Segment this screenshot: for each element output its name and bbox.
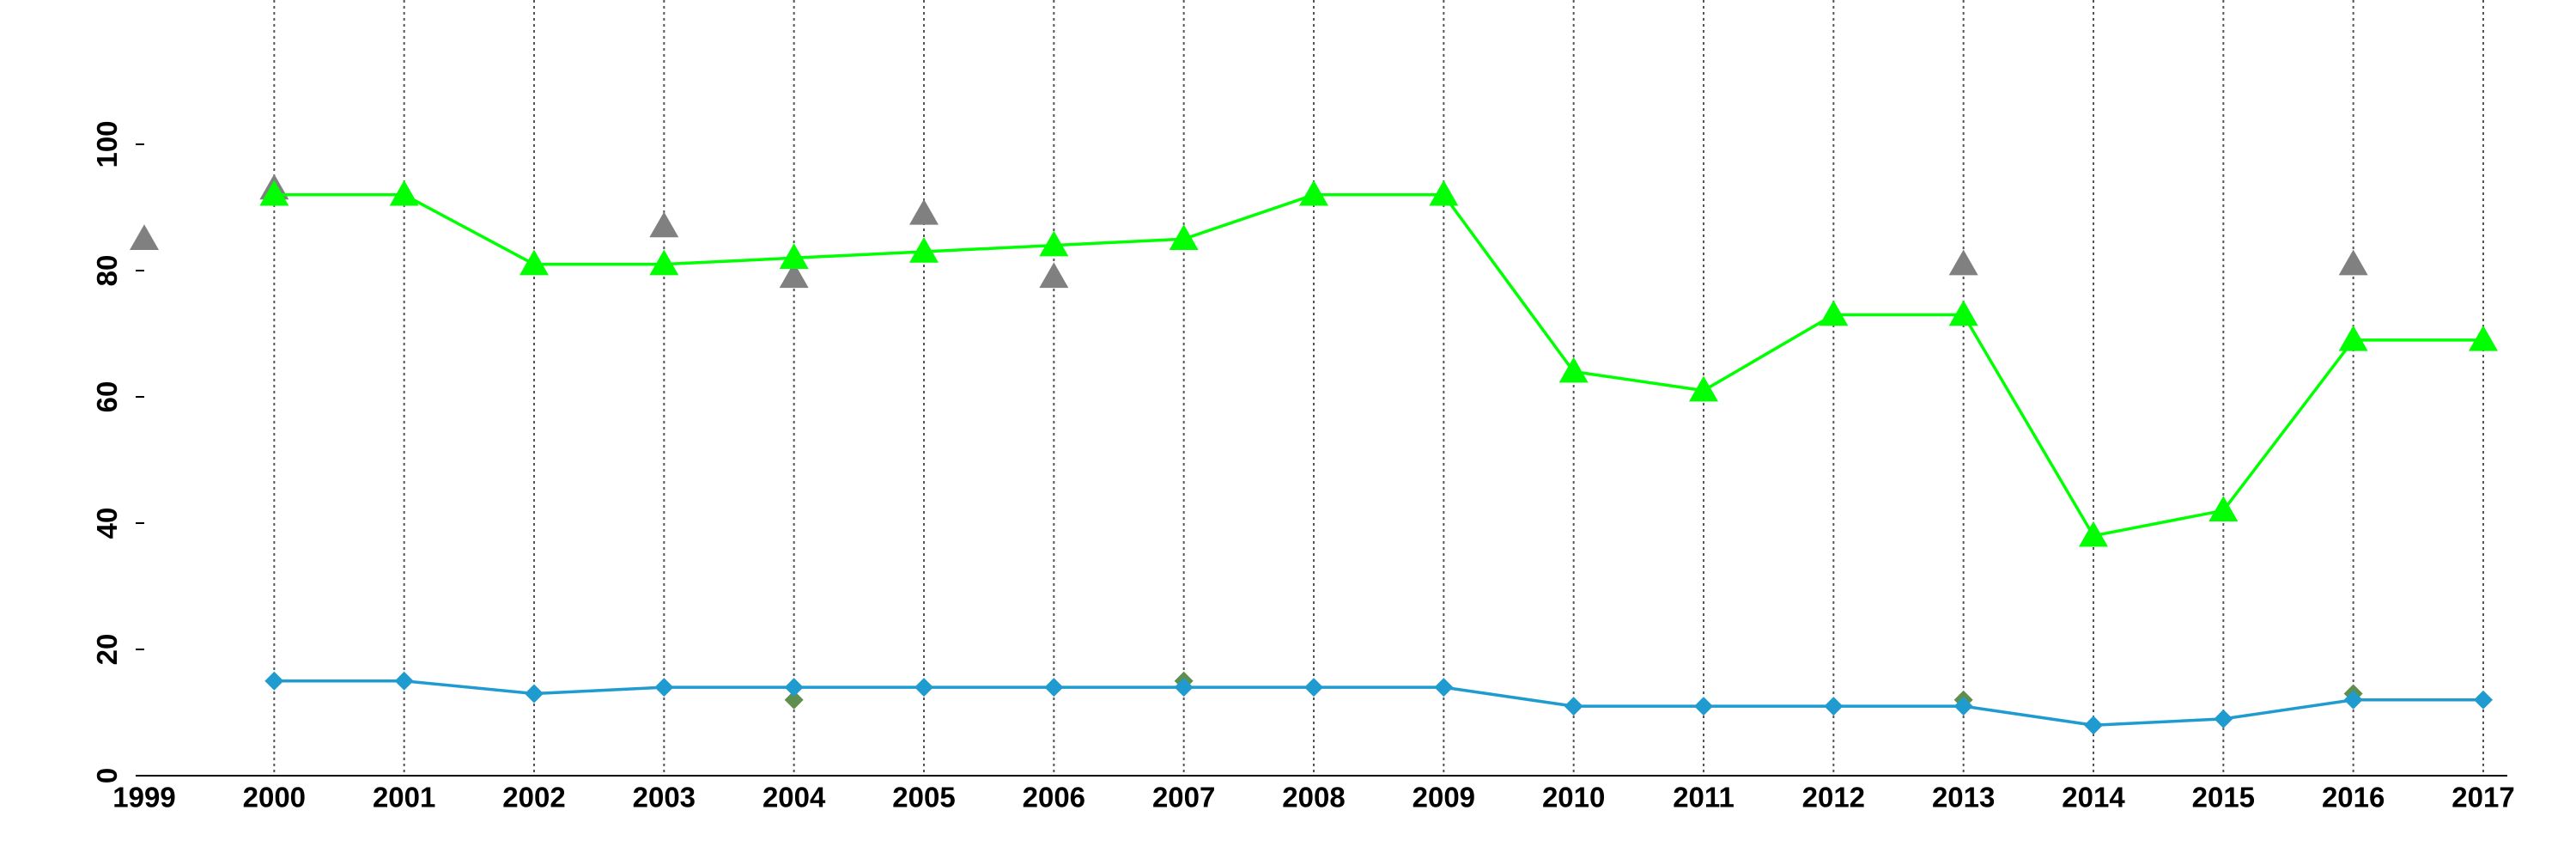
triangle-marker xyxy=(130,224,159,250)
x-tick-label: 2002 xyxy=(502,782,565,813)
triangle-marker xyxy=(1948,300,1978,326)
diamond-marker xyxy=(1694,697,1713,716)
diamond-marker xyxy=(2084,716,2103,735)
x-tick-label: 2009 xyxy=(1413,782,1475,813)
triangle-marker xyxy=(779,243,809,270)
diamond-marker xyxy=(654,678,674,698)
triangle-marker xyxy=(1948,249,1978,276)
x-tick-label: 2015 xyxy=(2192,782,2255,813)
triangle-marker xyxy=(2208,496,2239,522)
diamond-marker xyxy=(1564,697,1583,716)
triangle-marker xyxy=(909,198,939,225)
triangle-marker xyxy=(649,211,679,238)
triangle-marker xyxy=(1039,230,1069,257)
y-tick-label: 60 xyxy=(91,381,123,413)
series-line xyxy=(274,193,2483,538)
x-tick-label: 2001 xyxy=(373,782,435,813)
diamond-marker xyxy=(2214,709,2233,728)
y-tick-label: 0 xyxy=(91,768,123,783)
triangle-marker xyxy=(909,236,939,263)
x-tick-label: 2004 xyxy=(762,782,826,813)
x-tick-label: 2008 xyxy=(1282,782,1345,813)
triangle-marker xyxy=(2338,325,2368,351)
x-tick-label: 2000 xyxy=(243,782,306,813)
triangle-marker xyxy=(1169,224,1199,250)
triangle-marker xyxy=(1429,180,1459,206)
triangle-marker xyxy=(1689,375,1718,402)
triangle-marker xyxy=(2338,249,2368,276)
diamond-marker xyxy=(1824,697,1844,716)
y-tick-label: 100 xyxy=(91,120,123,168)
diamond-marker xyxy=(1953,697,1973,716)
triangle-marker xyxy=(1819,300,1849,326)
diamond-marker xyxy=(394,671,414,691)
diamond-marker xyxy=(525,684,544,704)
triangle-marker xyxy=(2079,521,2108,547)
diamond-marker xyxy=(1174,678,1194,698)
x-tick-label: 2012 xyxy=(1802,782,1865,813)
diamond-marker xyxy=(2474,690,2493,710)
diamond-marker xyxy=(1044,678,1064,698)
y-tick-label: 20 xyxy=(91,634,123,666)
x-tick-label: 2013 xyxy=(1932,782,1995,813)
triangle-marker xyxy=(389,180,419,206)
x-tick-label: 1999 xyxy=(112,782,175,813)
y-tick-label: 80 xyxy=(91,255,123,287)
diamond-marker xyxy=(914,678,933,698)
triangle-marker xyxy=(519,249,549,276)
triangle-marker xyxy=(2469,325,2498,351)
triangle-marker xyxy=(649,249,679,276)
triangle-marker xyxy=(779,262,809,289)
x-tick-label: 2017 xyxy=(2451,782,2514,813)
diamond-marker xyxy=(1304,678,1323,698)
x-tick-label: 2007 xyxy=(1152,782,1215,813)
triangle-marker xyxy=(1299,180,1328,206)
x-tick-label: 2003 xyxy=(633,782,696,813)
y-tick-label: 40 xyxy=(91,508,123,539)
diamond-marker xyxy=(264,671,284,691)
diamond-marker xyxy=(2343,690,2363,710)
x-tick-label: 2011 xyxy=(1673,782,1735,813)
x-tick-label: 2010 xyxy=(1542,782,1605,813)
series-line xyxy=(274,679,2483,727)
x-tick-label: 2006 xyxy=(1023,782,1085,813)
triangle-marker xyxy=(1558,356,1589,383)
diamond-marker xyxy=(784,678,804,698)
x-tick-label: 2014 xyxy=(2062,782,2125,813)
diamond-marker xyxy=(784,690,804,710)
x-tick-label: 2005 xyxy=(892,782,955,813)
x-tick-label: 2016 xyxy=(2322,782,2385,813)
diamond-marker xyxy=(1434,678,1454,698)
triangle-marker xyxy=(259,180,289,206)
triangle-marker xyxy=(1039,262,1069,289)
